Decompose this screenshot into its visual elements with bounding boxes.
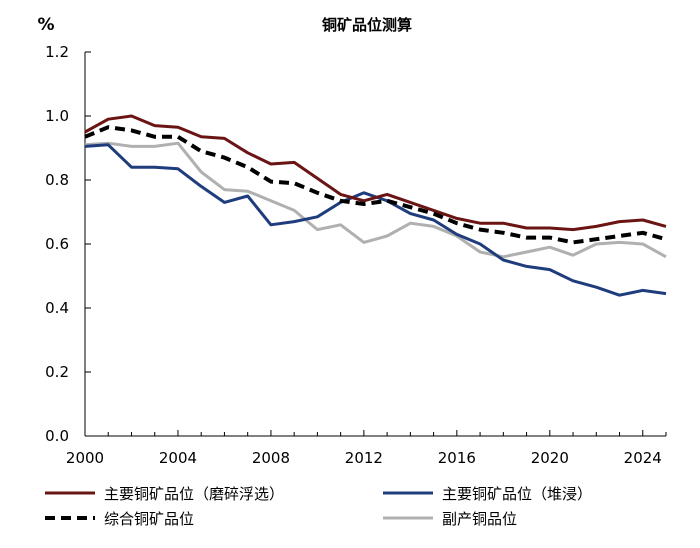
- x-tick-label: 2020: [531, 449, 569, 467]
- chart-title: 铜矿品位测算: [322, 16, 412, 34]
- x-ticks: 2000 2004 2008 2012 2016 2020 2024: [66, 430, 667, 467]
- series-line-combined: [84, 125, 667, 245]
- y-tick-label: 0.4: [45, 299, 69, 317]
- legend-label-heap-leach: 主要铜矿品位（堆浸）: [442, 485, 592, 503]
- y-tick-label: 0.0: [45, 427, 69, 445]
- y-axis-unit: %: [37, 15, 54, 35]
- legend-item-byproduct: 副产铜品位: [383, 510, 517, 528]
- legend-label-flotation: 主要铜矿品位（磨碎浮选）: [104, 485, 284, 503]
- series-line-heap-leach: [84, 143, 667, 297]
- y-ticks: 0.0 0.2 0.4 0.6 0.8 1.0 1.2: [45, 43, 91, 445]
- x-tick-label: 2000: [66, 449, 104, 467]
- x-tick-label: 2004: [159, 449, 197, 467]
- series-line-byproduct: [84, 141, 667, 259]
- y-tick-label: 1.2: [45, 43, 69, 61]
- x-tick-label: 2024: [624, 449, 662, 467]
- series-line-flotation: [84, 114, 667, 232]
- x-tick-label: 2012: [345, 449, 383, 467]
- y-tick-label: 1.0: [45, 107, 69, 125]
- legend-item-flotation: 主要铜矿品位（磨碎浮选）: [45, 485, 284, 503]
- y-tick-label: 0.2: [45, 363, 69, 381]
- axes: [84, 52, 666, 437]
- series-group: [84, 114, 667, 297]
- legend-label-combined: 综合铜矿品位: [104, 510, 194, 528]
- legend-item-heap-leach: 主要铜矿品位（堆浸）: [383, 485, 592, 503]
- legend-item-combined: 综合铜矿品位: [45, 510, 194, 528]
- x-tick-label: 2016: [438, 449, 476, 467]
- legend: 主要铜矿品位（磨碎浮选） 主要铜矿品位（堆浸） 综合铜矿品位 副产铜品位: [45, 485, 592, 528]
- x-tick-label: 2008: [252, 449, 290, 467]
- y-tick-label: 0.6: [45, 235, 69, 253]
- legend-label-byproduct: 副产铜品位: [442, 510, 517, 528]
- y-tick-label: 0.8: [45, 171, 69, 189]
